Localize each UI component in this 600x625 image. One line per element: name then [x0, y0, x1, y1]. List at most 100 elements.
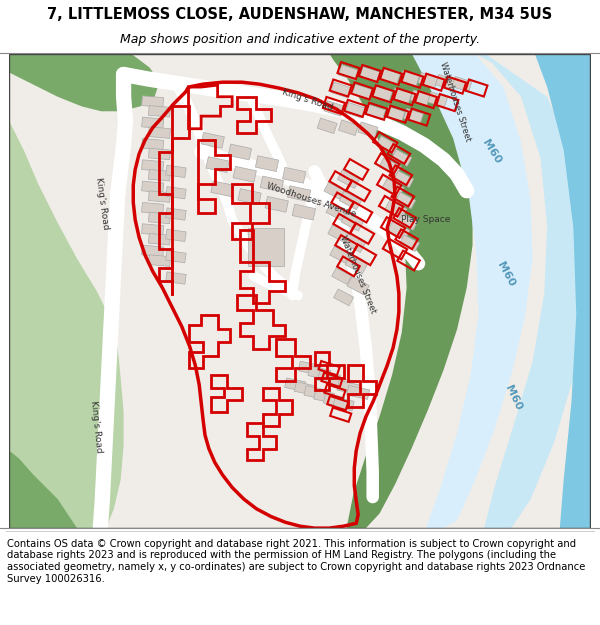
Polygon shape: [332, 268, 352, 284]
Polygon shape: [166, 187, 186, 199]
Polygon shape: [284, 378, 305, 391]
Polygon shape: [9, 53, 124, 528]
Polygon shape: [418, 72, 438, 88]
Text: Woodhouses Avenue: Woodhouses Avenue: [266, 182, 358, 219]
Polygon shape: [248, 228, 284, 266]
Polygon shape: [166, 272, 186, 284]
Polygon shape: [166, 251, 186, 263]
Polygon shape: [323, 393, 344, 407]
Polygon shape: [452, 76, 472, 92]
Polygon shape: [142, 160, 164, 171]
Text: Map shows position and indicative extent of the property.: Map shows position and indicative extent…: [120, 33, 480, 46]
Polygon shape: [333, 398, 354, 411]
Polygon shape: [211, 181, 234, 197]
Text: King's Road: King's Road: [89, 400, 104, 453]
Polygon shape: [166, 208, 186, 220]
Polygon shape: [373, 86, 392, 102]
Text: Play Space: Play Space: [401, 216, 451, 224]
Polygon shape: [206, 157, 229, 172]
Polygon shape: [228, 144, 251, 160]
Polygon shape: [295, 382, 316, 395]
Polygon shape: [142, 181, 164, 192]
Polygon shape: [394, 171, 414, 187]
Polygon shape: [385, 106, 405, 122]
Polygon shape: [388, 221, 410, 240]
Polygon shape: [298, 361, 321, 375]
Polygon shape: [233, 166, 256, 182]
Polygon shape: [283, 168, 306, 183]
Polygon shape: [331, 82, 350, 98]
Polygon shape: [324, 101, 344, 116]
Polygon shape: [148, 212, 170, 224]
Polygon shape: [317, 371, 341, 385]
Polygon shape: [428, 92, 448, 108]
Polygon shape: [380, 69, 400, 84]
Polygon shape: [328, 376, 350, 389]
Polygon shape: [148, 169, 170, 181]
Polygon shape: [260, 176, 284, 192]
Polygon shape: [385, 200, 407, 219]
Polygon shape: [292, 204, 316, 220]
Polygon shape: [148, 127, 170, 138]
Text: M60: M60: [503, 383, 523, 411]
Polygon shape: [330, 246, 350, 263]
Polygon shape: [412, 53, 533, 528]
Polygon shape: [201, 132, 224, 148]
Polygon shape: [365, 104, 386, 120]
Polygon shape: [142, 202, 164, 214]
Polygon shape: [256, 156, 278, 171]
Text: King's Road: King's Road: [281, 88, 334, 112]
Polygon shape: [308, 366, 331, 380]
Polygon shape: [324, 182, 344, 199]
Polygon shape: [400, 71, 419, 86]
Polygon shape: [346, 102, 365, 118]
Polygon shape: [395, 192, 416, 209]
Text: Waterhouses Street: Waterhouses Street: [338, 234, 378, 314]
Polygon shape: [345, 255, 367, 274]
Polygon shape: [142, 117, 164, 129]
Polygon shape: [358, 122, 378, 138]
Polygon shape: [304, 386, 325, 399]
Polygon shape: [142, 224, 164, 235]
Polygon shape: [334, 289, 353, 306]
Text: Contains OS data © Crown copyright and database right 2021. This information is : Contains OS data © Crown copyright and d…: [7, 539, 586, 584]
Polygon shape: [148, 148, 170, 160]
Polygon shape: [166, 165, 186, 177]
Polygon shape: [347, 386, 370, 399]
Polygon shape: [326, 204, 346, 221]
Polygon shape: [9, 53, 160, 111]
Polygon shape: [412, 53, 589, 528]
Polygon shape: [166, 229, 186, 241]
Polygon shape: [142, 245, 164, 257]
Polygon shape: [382, 179, 404, 197]
Polygon shape: [265, 196, 289, 212]
Text: M60: M60: [495, 260, 516, 288]
Polygon shape: [148, 234, 170, 245]
Polygon shape: [337, 170, 359, 188]
Polygon shape: [329, 53, 473, 528]
Polygon shape: [337, 381, 360, 394]
Polygon shape: [338, 65, 358, 80]
Polygon shape: [338, 120, 358, 136]
Polygon shape: [142, 96, 164, 108]
Polygon shape: [148, 255, 170, 266]
Polygon shape: [352, 84, 372, 99]
Polygon shape: [148, 191, 170, 202]
Polygon shape: [287, 186, 311, 202]
Text: Waterhouses Street: Waterhouses Street: [438, 61, 472, 142]
Polygon shape: [314, 389, 335, 403]
Polygon shape: [328, 225, 348, 242]
Polygon shape: [379, 158, 401, 176]
Polygon shape: [400, 235, 419, 251]
Polygon shape: [343, 234, 365, 253]
Polygon shape: [347, 276, 369, 295]
Polygon shape: [238, 189, 261, 204]
Polygon shape: [398, 213, 418, 230]
Polygon shape: [376, 136, 398, 154]
Text: 7, LITTLEMOSS CLOSE, AUDENSHAW, MANCHESTER, M34 5US: 7, LITTLEMOSS CLOSE, AUDENSHAW, MANCHEST…: [47, 8, 553, 22]
Polygon shape: [142, 139, 164, 150]
Polygon shape: [9, 451, 77, 528]
Polygon shape: [360, 67, 380, 82]
Polygon shape: [341, 213, 364, 231]
Polygon shape: [340, 191, 361, 210]
